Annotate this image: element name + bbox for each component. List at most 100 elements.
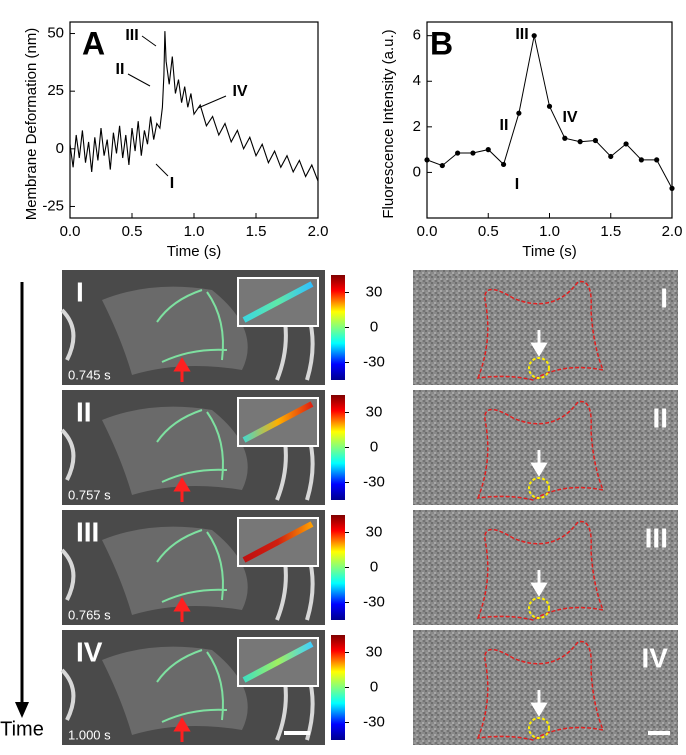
colorbar-tick-label: -30 xyxy=(363,353,385,370)
region-marker xyxy=(528,597,550,619)
y-tick-label: 50 xyxy=(47,24,64,41)
colorbar-tick-label: 0 xyxy=(370,678,378,695)
panel-roman-label: I xyxy=(76,276,84,307)
left-image-panel: III 0.765 s xyxy=(60,510,325,625)
data-line xyxy=(426,35,673,189)
annotation: I xyxy=(515,176,519,193)
panel-label: A xyxy=(82,25,105,61)
annotation: III xyxy=(125,27,138,44)
y-tick-label: 0 xyxy=(413,163,421,180)
y-axis-label: Fluorescence Intensity (a.u.) xyxy=(380,29,397,218)
annotation: III xyxy=(515,26,528,43)
y-tick-label: 4 xyxy=(413,72,421,89)
region-marker xyxy=(528,477,550,499)
colorbar-tick-label: -30 xyxy=(363,713,385,730)
data-point xyxy=(638,157,644,163)
data-point xyxy=(455,150,461,156)
data-point xyxy=(500,161,507,168)
annotation-arrow xyxy=(141,35,157,47)
x-tick-label: 0.5 xyxy=(122,223,143,240)
timestamp: 0.765 s xyxy=(68,607,111,622)
right-image-panel: III xyxy=(413,510,678,625)
membrane-trace xyxy=(156,289,228,363)
red-arrow xyxy=(173,357,191,382)
inset-trace xyxy=(242,401,314,443)
time-label: Time xyxy=(0,718,44,740)
x-tick-label: 1.0 xyxy=(539,223,560,240)
white-arrow xyxy=(530,330,548,357)
panel-roman-label: IV xyxy=(642,642,669,673)
left-image-panel: II 0.757 s xyxy=(60,390,325,505)
colorbar-tick-label: -30 xyxy=(363,473,385,490)
panel-roman-label: I xyxy=(660,282,668,313)
fluorescence-image xyxy=(413,510,678,625)
x-tick-label: 1.5 xyxy=(600,223,621,240)
data-point xyxy=(654,157,660,163)
annotation-arrow xyxy=(197,95,227,109)
timestamp: 0.745 s xyxy=(68,367,111,382)
y-tick-label: 2 xyxy=(413,118,421,135)
data-point xyxy=(623,141,629,147)
plot-frame xyxy=(69,21,319,219)
annotation: II xyxy=(500,117,509,134)
right-image-panel: II xyxy=(413,390,678,505)
fluorescence-image xyxy=(413,270,678,385)
white-arrow xyxy=(530,450,548,477)
cell-body xyxy=(102,286,248,375)
data-point xyxy=(485,147,491,153)
plot-frame xyxy=(426,21,673,219)
x-tick-label: 0.0 xyxy=(417,223,438,240)
inset-trace xyxy=(242,281,314,323)
colorbar-tick-label: 30 xyxy=(366,643,383,660)
timestamp: 0.757 s xyxy=(68,487,111,502)
colorbar-tick-label: -30 xyxy=(363,593,385,610)
colorbar-tick-label: 0 xyxy=(370,438,378,455)
annotation: IV xyxy=(562,109,577,126)
data-point xyxy=(546,103,553,109)
membrane-trace xyxy=(156,529,228,603)
left-image-panel: IV 1.000 s xyxy=(60,630,325,745)
data-point xyxy=(608,153,614,160)
left-image-panel: I 0.745 s xyxy=(60,270,325,385)
colorbar-tick-label: 0 xyxy=(370,318,378,335)
annotation: II xyxy=(116,61,125,78)
fluorescence-image xyxy=(413,630,678,745)
inset-trace xyxy=(242,521,314,563)
scale-bar xyxy=(648,731,670,735)
cell-body xyxy=(102,406,248,495)
panel-roman-label: IV xyxy=(76,636,103,667)
cell-outline xyxy=(476,640,605,741)
annotation: IV xyxy=(232,83,247,100)
region-marker xyxy=(528,717,550,739)
membrane-trace xyxy=(156,409,228,483)
y-axis-label: Membrane Deformation (nm) xyxy=(23,28,40,221)
colorbar-tick-label: 30 xyxy=(366,523,383,540)
data-point xyxy=(577,139,583,145)
y-tick-label: 6 xyxy=(413,27,421,44)
annotation-arrow xyxy=(155,163,169,177)
data-point xyxy=(531,33,537,39)
timestamp: 1.000 s xyxy=(68,727,111,742)
white-arrow xyxy=(530,690,548,717)
panel-label: B xyxy=(430,25,453,61)
white-arrow xyxy=(530,570,548,597)
x-axis-label: Time (s) xyxy=(522,243,576,260)
colorbar xyxy=(331,275,345,380)
right-image-panel: I xyxy=(413,270,678,385)
cell-outline xyxy=(476,280,605,381)
data-line xyxy=(69,31,319,182)
x-tick-label: 2.0 xyxy=(662,223,683,240)
data-point xyxy=(470,150,476,156)
data-point xyxy=(562,135,568,141)
data-point xyxy=(516,110,522,116)
x-tick-label: 0.5 xyxy=(478,223,499,240)
x-tick-label: 1.0 xyxy=(184,223,205,240)
membrane-trace xyxy=(156,649,228,723)
red-arrow xyxy=(173,597,191,622)
y-tick-label: 0 xyxy=(56,140,64,157)
red-arrow xyxy=(173,477,191,502)
colorbar-tick-label: 30 xyxy=(366,403,383,420)
colorbar-tick-label: 30 xyxy=(366,283,383,300)
inset-trace xyxy=(242,641,314,683)
